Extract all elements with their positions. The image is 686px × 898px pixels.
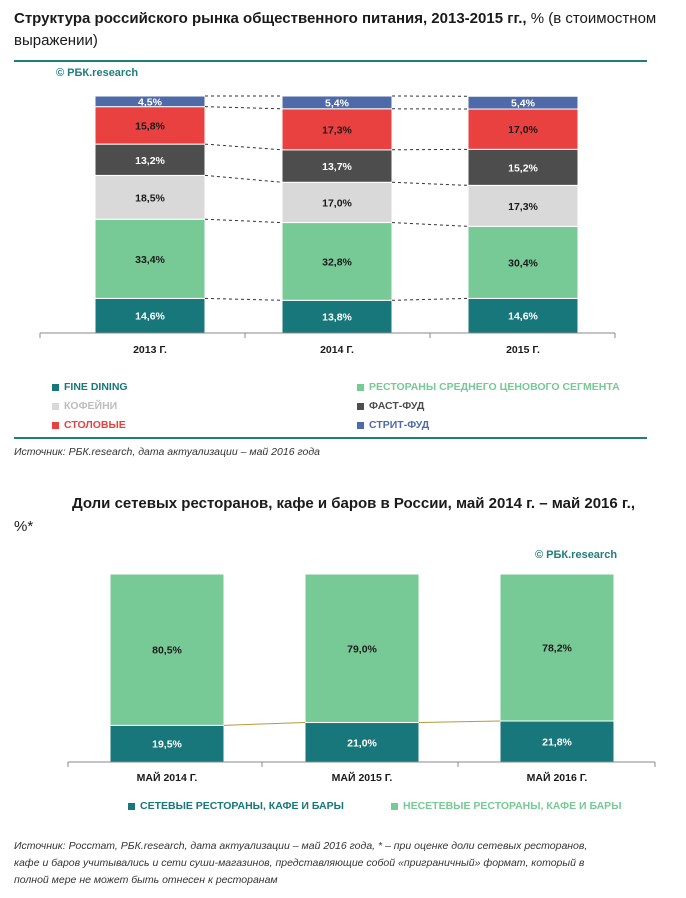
chart1-legend-label-1: FINE DINING bbox=[64, 381, 128, 393]
chart2-legend-label-2: НЕСЕТЕВЫЕ РЕСТОРАНЫ, КАФЕ И БАРЫ bbox=[403, 800, 622, 812]
chart2-legend-item-2: НЕСЕТЕВЫЕ РЕСТОРАНЫ, КАФЕ И БАРЫ bbox=[391, 800, 621, 812]
chart1-bar-1-seg-5 bbox=[94, 106, 206, 145]
chart1-label-3-5: 17,0% bbox=[508, 124, 538, 136]
chart1-bar-1-seg-6 bbox=[94, 95, 206, 108]
chart1-plot: 14,6% 33,4% 18,5% 13,2% 15,8% 4,5% 13,8% 32,8% 1… bbox=[39, 95, 616, 356]
chart2-category-label-1: МАЙ 2014 Г. bbox=[137, 771, 198, 784]
chart1-legend-swatch-3 bbox=[52, 402, 59, 410]
chart2-legend-item-1: СЕТЕВЫЕ РЕСТОРАНЫ, КАФЕ И БАРЫ bbox=[128, 800, 344, 812]
chart1-category-label-3: 2015 Г. bbox=[506, 344, 540, 356]
chart1-legend-label-6: СТРИТ-ФУД bbox=[369, 419, 430, 431]
chart2-connector-2-1 bbox=[418, 720, 501, 724]
chart2-category-label-2: МАЙ 2015 Г. bbox=[332, 771, 393, 784]
chart1-bar-2-seg-2 bbox=[281, 222, 393, 301]
chart1-legend-item-1: FINE DINING bbox=[52, 381, 128, 393]
chart2-bar-2-seg-2 bbox=[304, 573, 420, 724]
chart1-label-1-2: 33,4% bbox=[135, 254, 165, 266]
chart1-copyright: © РБК.research bbox=[56, 67, 139, 79]
chart1-bar-3-seg-6 bbox=[467, 95, 579, 110]
chart1-bottom-rule bbox=[14, 437, 647, 439]
chart1-legend-label-4: ФАСТ-ФУД bbox=[369, 400, 425, 412]
chart1-label-2-4: 13,7% bbox=[322, 161, 352, 173]
chart2-label-3-1: 21,8% bbox=[542, 737, 572, 749]
chart1-label-2-3: 17,0% bbox=[322, 197, 352, 209]
chart1-connector-2-1 bbox=[391, 297, 469, 301]
chart1-legend-item-2: РЕСТОРАНЫ СРЕДНЕГО ЦЕНОВОГО СЕГМЕНТА bbox=[357, 381, 620, 393]
chart1-bar-3-seg-1 bbox=[467, 297, 579, 334]
chart1-top-rule bbox=[14, 60, 647, 62]
chart2-legend-swatch-2 bbox=[391, 802, 398, 810]
chart1-legend-item-5: СТОЛОВЫЕ bbox=[52, 419, 126, 431]
chart1-label-2-5: 17,3% bbox=[322, 124, 352, 136]
chart1-bar-3-seg-4 bbox=[467, 148, 579, 186]
chart1-label-3-6: 5,4% bbox=[511, 98, 536, 110]
chart2-copyright: © РБК.research bbox=[535, 549, 618, 561]
chart1-label-2-6: 5,4% bbox=[325, 97, 350, 109]
chart1-legend-swatch-5 bbox=[52, 421, 59, 429]
chart2-title: Доли сетевых ресторанов, кафе и баров в … bbox=[72, 495, 635, 512]
chart2-bar-1-seg-2 bbox=[109, 573, 225, 726]
chart1-connector-1-2 bbox=[204, 218, 283, 224]
chart2-bar-3-seg-2 bbox=[499, 573, 615, 722]
chart1-title-main: Структура российского рынка общественног… bbox=[14, 10, 527, 27]
chart1-label-1-4: 13,2% bbox=[135, 155, 165, 167]
chart2-label-2-2: 79,0% bbox=[347, 643, 377, 655]
chart1-bar-1-seg-2 bbox=[94, 218, 206, 299]
chart1-label-2-1: 13,8% bbox=[322, 312, 352, 324]
chart1-label-1-6: 4,5% bbox=[138, 96, 163, 108]
chart1-legend-label-3: КОФЕЙНИ bbox=[64, 400, 118, 412]
chart1-legend-swatch-2 bbox=[357, 383, 364, 391]
chart1-category-label-1: 2013 Г. bbox=[133, 344, 167, 356]
chart2-label-1-1: 19,5% bbox=[152, 739, 182, 751]
chart1-category-label-2: 2014 Г. bbox=[320, 344, 354, 356]
chart1-connector-2-3 bbox=[391, 181, 469, 186]
chart1-label-1-5: 15,8% bbox=[135, 120, 165, 132]
chart1-title: Структура российского рынка общественног… bbox=[14, 8, 674, 52]
chart2-plot: 19,5% 80,5% 21,0% 79,0% 21,8% 78,2% МАЙ 2014 Г… bbox=[67, 573, 656, 784]
chart1-legend-swatch-6 bbox=[357, 421, 364, 429]
chart1-label-3-3: 17,3% bbox=[508, 201, 538, 213]
chart1-legend-item-4: ФАСТ-ФУД bbox=[357, 400, 424, 412]
chart2-bar-1-seg-1 bbox=[109, 724, 225, 763]
chart1-bar-2-seg-6 bbox=[281, 95, 393, 110]
chart1-bar-3-seg-2 bbox=[467, 225, 579, 299]
chart2-category-label-3: МАЙ 2016 Г. bbox=[527, 771, 588, 784]
chart2-source-line1: Источник: Росстат, РБК.research, дата ак… bbox=[14, 840, 588, 852]
chart2-legend-label-1: СЕТЕВЫЕ РЕСТОРАНЫ, КАФЕ И БАРЫ bbox=[140, 800, 344, 812]
chart1-legend-item-3: КОФЕЙНИ bbox=[52, 400, 117, 412]
chart1-label-1-3: 18,5% bbox=[135, 192, 165, 204]
chart1-connector-2-2 bbox=[391, 222, 469, 227]
chart1-legend-label-2: РЕСТОРАНЫ СРЕДНЕГО ЦЕНОВОГО СЕГМЕНТА bbox=[369, 381, 620, 393]
chart2-bar-2-seg-1 bbox=[304, 722, 420, 763]
chart1-legend-label-5: СТОЛОВЫЕ bbox=[64, 419, 126, 431]
chart1-legend-swatch-4 bbox=[357, 402, 364, 410]
chart1-label-3-4: 15,2% bbox=[508, 162, 538, 174]
chart1-bar-2-seg-4 bbox=[281, 149, 393, 183]
chart1-label-3-1: 14,6% bbox=[508, 311, 538, 323]
chart1-source: Источник: РБК.research, дата актуализаци… bbox=[14, 446, 320, 458]
chart1-connector-1-3 bbox=[204, 174, 283, 183]
chart1-label-3-2: 30,4% bbox=[508, 257, 538, 269]
chart1-legend-swatch-1 bbox=[52, 383, 59, 391]
chart2-source: Источник: Росстат, РБК.research, дата ак… bbox=[14, 838, 686, 889]
chart2-source-line2: кафе и баров учитывались и сети суши-маг… bbox=[14, 857, 585, 869]
chart2-label-2-1: 21,0% bbox=[347, 737, 377, 749]
chart2-legend-swatch-1 bbox=[128, 802, 135, 810]
chart2-label-1-2: 80,5% bbox=[152, 645, 182, 657]
chart1-label-2-2: 32,8% bbox=[322, 256, 352, 268]
chart1-connector-1-4 bbox=[204, 143, 283, 151]
chart1-bar-3-seg-3 bbox=[467, 184, 579, 227]
chart1-label-1-1: 14,6% bbox=[135, 311, 165, 323]
chart1-connector-1-1 bbox=[204, 297, 283, 301]
chart2-connector-1-1 bbox=[223, 722, 306, 726]
chart2-source-line3: полной мере не может быть отнесен к рест… bbox=[14, 874, 278, 886]
chart1-title-suffix: % (в стоимостном выражении) bbox=[14, 10, 657, 49]
chart2-title-suffix: %* bbox=[14, 518, 34, 535]
chart2-label-3-2: 78,2% bbox=[542, 643, 572, 655]
chart1-legend-item-6: СТРИТ-ФУД bbox=[357, 419, 429, 431]
chart1-connector-1-5 bbox=[204, 106, 283, 110]
